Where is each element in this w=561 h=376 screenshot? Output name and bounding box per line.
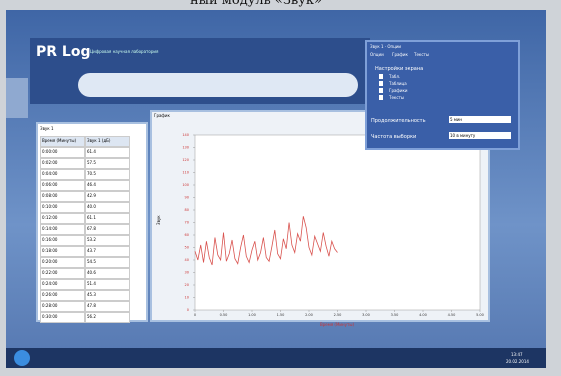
- tab[interactable]: Опции: [370, 52, 384, 57]
- y-tick-label: 20: [185, 283, 189, 287]
- dialog-title: Звук 1 · Опции: [370, 44, 401, 49]
- checkbox[interactable]: Тексты: [379, 95, 404, 100]
- y-tick-label: 10: [185, 296, 189, 300]
- section: Настройки экрана: [375, 66, 423, 72]
- x-tick-label: 4.00: [419, 313, 427, 317]
- x-tick-label: 0: [194, 313, 196, 317]
- page: ный модуль «Звук» PR Log Цифровая научна…: [0, 0, 561, 376]
- y-tick-label: 40: [185, 258, 189, 262]
- x-label: Время (Минуты): [320, 322, 355, 327]
- x-tick-label: 5.00: [476, 313, 484, 317]
- y-tick-label: 110: [182, 171, 189, 175]
- x-tick-label: 1.00: [248, 313, 256, 317]
- clock-time: 13:47: [511, 352, 523, 357]
- checkbox[interactable]: Таблица: [379, 81, 407, 86]
- y-label: Звук: [156, 215, 161, 225]
- y-tick-label: 90: [185, 196, 189, 200]
- duration-label: Продолжительность: [371, 118, 426, 124]
- y-tick-label: 0: [187, 308, 189, 312]
- x-tick-label: 4.50: [448, 313, 456, 317]
- rate-label: Частота выборки: [371, 134, 416, 140]
- clock-date: 20.02.2014: [506, 359, 529, 364]
- x-tick-label: 1.50: [277, 313, 285, 317]
- y-tick-label: 100: [182, 183, 189, 187]
- x-tick-label: 2.00: [305, 313, 313, 317]
- rate[interactable]: 10 в минуту: [449, 132, 511, 139]
- x-tick-label: 0.50: [220, 313, 228, 317]
- y-tick-label: 70: [185, 221, 189, 225]
- y-tick-label: 30: [185, 271, 189, 275]
- x-tick-label: 3.00: [362, 313, 370, 317]
- y-tick-label: 130: [182, 146, 189, 150]
- options-dialog: Звук 1 · Опции Опции График Тексты Настрой…: [365, 40, 520, 150]
- y-tick-label: 120: [182, 158, 189, 162]
- y-tick-label: 50: [185, 246, 189, 250]
- y-tick-label: 80: [185, 208, 189, 212]
- y-tick-label: 140: [182, 133, 189, 137]
- checkbox[interactable]: Табл.: [379, 74, 400, 79]
- start-button[interactable]: [14, 350, 30, 366]
- taskbar: 13:47 20.02.2014: [6, 348, 546, 368]
- x-tick-label: 3.50: [391, 313, 399, 317]
- tab[interactable]: График: [392, 52, 408, 57]
- x-tick-label: 2.50: [334, 313, 342, 317]
- duration[interactable]: 5 мин: [449, 116, 511, 123]
- checkbox[interactable]: Графики: [379, 88, 407, 93]
- y-tick-label: 60: [185, 233, 189, 237]
- tab[interactable]: Тексты: [414, 52, 429, 57]
- plot-area: [195, 135, 480, 310]
